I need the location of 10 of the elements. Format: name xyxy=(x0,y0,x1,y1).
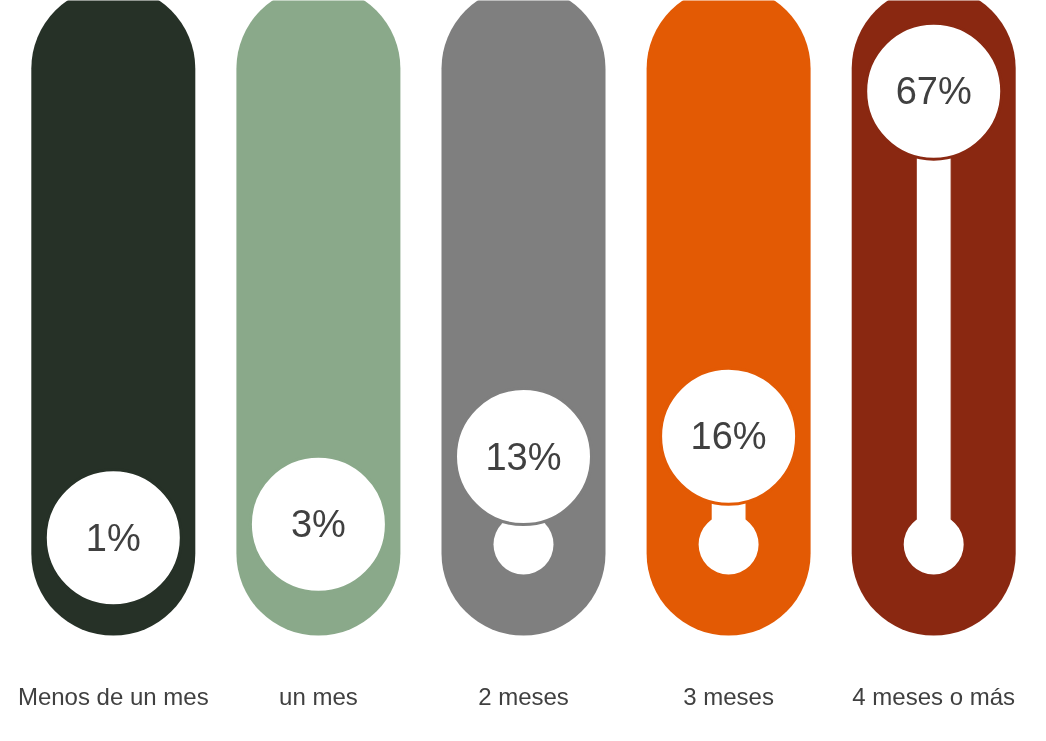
category-label: Menos de un mes xyxy=(17,682,209,710)
category-label: 4 meses o más xyxy=(852,682,1016,710)
category-label: 2 meses xyxy=(478,682,569,710)
category-label: 3 meses xyxy=(683,682,774,710)
data-label: 3% xyxy=(290,503,346,546)
data-label: 1% xyxy=(85,516,141,559)
data-label: 16% xyxy=(690,415,767,458)
category-label: un mes xyxy=(279,682,358,710)
data-label: 13% xyxy=(485,435,562,478)
data-label: 67% xyxy=(895,70,972,113)
